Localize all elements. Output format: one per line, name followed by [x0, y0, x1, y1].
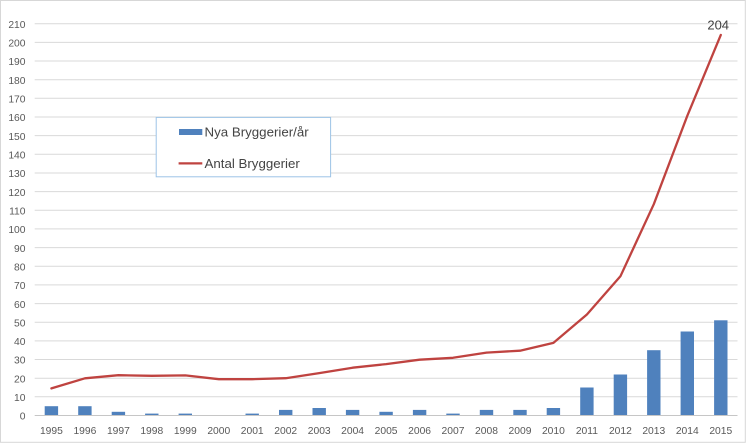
svg-text:180: 180	[8, 76, 25, 87]
svg-text:170: 170	[8, 95, 25, 106]
svg-text:100: 100	[8, 225, 25, 236]
svg-text:2015: 2015	[709, 426, 732, 437]
svg-text:1998: 1998	[140, 426, 163, 437]
svg-text:130: 130	[8, 169, 25, 180]
svg-text:2014: 2014	[676, 426, 699, 437]
svg-text:204: 204	[707, 18, 729, 33]
svg-text:2006: 2006	[408, 426, 431, 437]
svg-text:20: 20	[14, 374, 26, 385]
svg-text:Antal Bryggerier: Antal Bryggerier	[205, 156, 301, 171]
svg-text:90: 90	[14, 244, 26, 255]
svg-text:200: 200	[8, 39, 25, 50]
svg-text:0: 0	[20, 412, 26, 423]
svg-text:2005: 2005	[375, 426, 398, 437]
svg-text:2002: 2002	[274, 426, 297, 437]
svg-text:2004: 2004	[341, 426, 364, 437]
svg-text:150: 150	[8, 132, 25, 143]
svg-text:2012: 2012	[609, 426, 632, 437]
svg-text:2001: 2001	[241, 426, 264, 437]
svg-text:70: 70	[14, 281, 26, 292]
svg-text:120: 120	[8, 188, 25, 199]
svg-text:140: 140	[8, 151, 25, 162]
svg-text:2011: 2011	[576, 426, 598, 437]
svg-text:2003: 2003	[308, 426, 331, 437]
svg-text:40: 40	[14, 337, 26, 348]
svg-text:110: 110	[9, 207, 26, 218]
svg-text:1997: 1997	[107, 426, 130, 437]
svg-text:1996: 1996	[73, 426, 96, 437]
svg-text:160: 160	[8, 113, 25, 124]
svg-text:60: 60	[14, 300, 26, 311]
svg-text:190: 190	[8, 57, 25, 68]
svg-text:80: 80	[14, 262, 26, 273]
svg-text:2009: 2009	[509, 426, 532, 437]
svg-text:2007: 2007	[442, 426, 465, 437]
svg-text:2010: 2010	[542, 426, 565, 437]
svg-text:2008: 2008	[475, 426, 498, 437]
svg-text:210: 210	[8, 20, 25, 31]
svg-text:50: 50	[14, 318, 26, 329]
svg-text:2000: 2000	[207, 426, 230, 437]
svg-text:1999: 1999	[174, 426, 197, 437]
svg-text:Nya Bryggerier/år: Nya Bryggerier/år	[205, 125, 310, 140]
svg-text:2013: 2013	[642, 426, 665, 437]
svg-text:10: 10	[14, 393, 26, 404]
svg-text:30: 30	[14, 356, 26, 367]
svg-text:1995: 1995	[40, 426, 63, 437]
